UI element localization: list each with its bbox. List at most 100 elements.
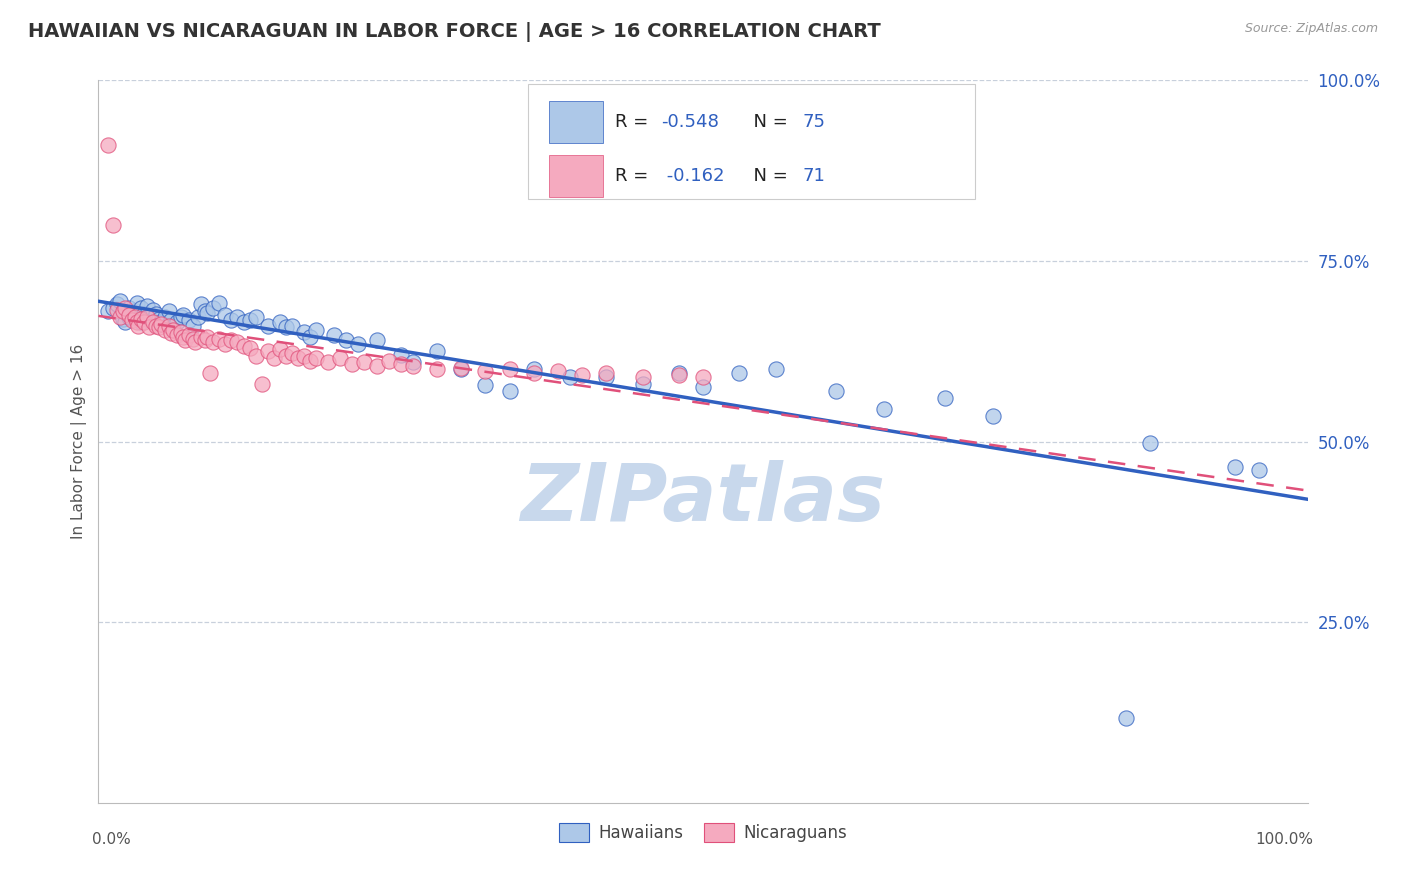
Point [221,334,243,348]
Text: HAWAIIAN VS NICARAGUAN IN LABOR FORCE | AGE > 16 CORRELATION CHART: HAWAIIAN VS NICARAGUAN IN LABOR FORCE | … [28,22,882,42]
Point [595,366,617,380]
Point [97,138,120,153]
Point [366,334,388,348]
Point [157,318,180,333]
Text: ZIPatlas: ZIPatlas [520,460,886,539]
Text: 71: 71 [803,167,825,185]
Point [274,320,297,334]
Point [292,325,315,339]
Point [166,327,188,342]
FancyBboxPatch shape [550,154,603,197]
Point [181,332,204,346]
Point [474,364,496,378]
Point [208,332,231,346]
Point [127,295,149,310]
Point [194,334,217,348]
Point [571,368,593,382]
Point [765,362,787,376]
Point [239,313,262,327]
Point [256,318,278,333]
Point [101,301,124,315]
Point [179,313,201,327]
Point [160,326,183,340]
Point [547,364,569,378]
Point [335,334,357,348]
Point [166,315,188,329]
Point [1115,710,1137,724]
Point [245,349,267,363]
Point [160,313,183,327]
Point [873,402,896,417]
Point [142,315,165,329]
Point [299,330,322,344]
Point [595,369,617,384]
Point [108,310,131,325]
Point [169,325,191,339]
Point [226,334,249,349]
Point [631,369,654,384]
Point [114,315,136,329]
Point [1223,459,1246,474]
Point [135,299,157,313]
Point [631,376,654,391]
Point [172,330,194,344]
Point [214,308,236,322]
Point [195,306,218,320]
Point [153,322,176,336]
Point [129,311,152,326]
Point [281,346,304,360]
Point [138,320,160,334]
Point [232,339,254,353]
Point [426,362,449,376]
Point [389,357,412,371]
Point [127,318,149,333]
Point [111,311,134,326]
Point [474,378,496,392]
Point [934,391,956,405]
Point [194,304,217,318]
FancyBboxPatch shape [527,84,976,200]
Point [281,318,304,333]
Point [97,304,120,318]
Point [232,315,254,329]
Point [134,315,156,329]
Point [169,310,191,325]
Point [825,384,848,398]
Point [450,362,472,376]
Point [129,315,152,329]
Point [342,357,364,371]
Point [226,310,249,325]
Point [316,355,339,369]
Point [172,308,194,322]
Point [114,301,136,315]
Point [299,353,322,368]
Point [145,307,167,321]
Point [558,369,581,384]
Point [118,308,141,322]
Legend: Hawaiians, Nicaraguans: Hawaiians, Nicaraguans [553,816,853,848]
Point [111,304,134,318]
Point [450,360,472,375]
Point [329,351,352,366]
Point [402,355,425,369]
Point [162,322,184,336]
Point [124,310,146,325]
Point [105,303,128,318]
Point [148,311,170,326]
Point [269,342,291,356]
Point [366,359,388,373]
Point [118,310,141,325]
Point [1139,436,1161,450]
Point [142,303,165,318]
Point [145,318,167,333]
Point [153,310,176,325]
Point [692,369,714,384]
Point [105,297,128,311]
Point [108,293,131,308]
Point [184,334,207,349]
Point [274,349,297,363]
Point [523,362,546,376]
Point [135,310,157,325]
Text: 100.0%: 100.0% [1256,831,1313,847]
Point [124,304,146,318]
